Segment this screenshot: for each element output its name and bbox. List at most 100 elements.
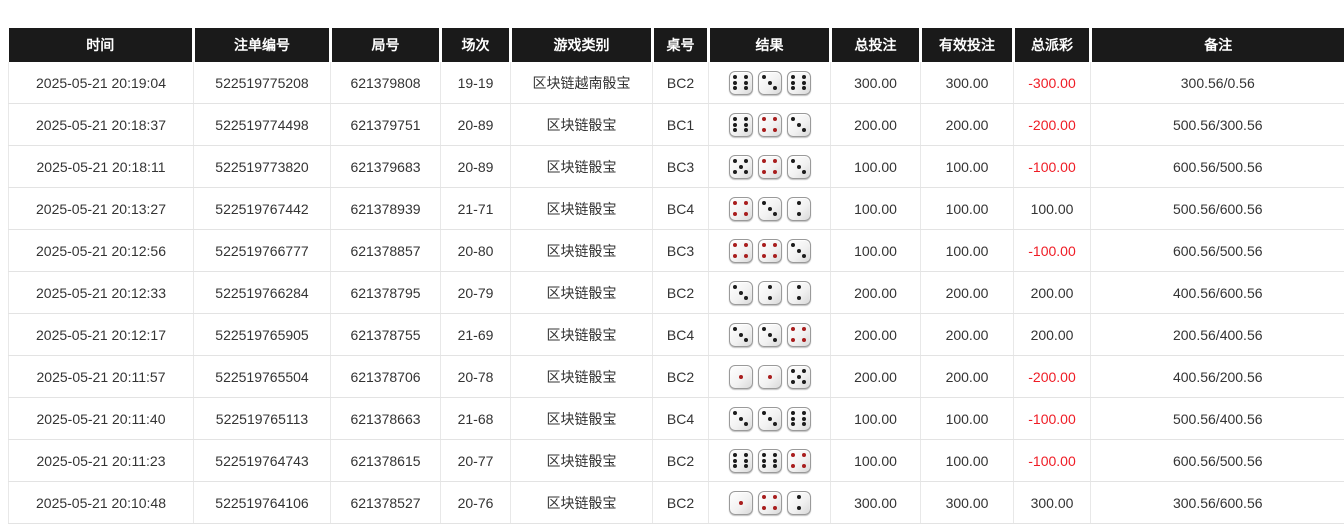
cell-session: 21-68 bbox=[441, 398, 511, 440]
die-6-icon bbox=[729, 449, 753, 473]
cell-remark: 600.56/500.56 bbox=[1091, 440, 1344, 482]
cell-table_no: BC4 bbox=[653, 314, 709, 356]
cell-remark: 500.56/400.56 bbox=[1091, 398, 1344, 440]
cell-game_type: 区块链骰宝 bbox=[511, 398, 653, 440]
cell-remark: 300.56/0.56 bbox=[1091, 62, 1344, 104]
cell-session: 20-89 bbox=[441, 104, 511, 146]
cell-time: 2025-05-21 20:11:57 bbox=[9, 356, 194, 398]
payout-value: -200.00 bbox=[1028, 369, 1075, 385]
cell-round_id: 621378663 bbox=[331, 398, 441, 440]
cell-table_no: BC2 bbox=[653, 62, 709, 104]
column-header-remark: 备注 bbox=[1091, 28, 1344, 62]
cell-time: 2025-05-21 20:18:37 bbox=[9, 104, 194, 146]
cell-total_bet[interactable]: 100.00 bbox=[831, 146, 921, 188]
payout-value: -100.00 bbox=[1028, 411, 1075, 427]
cell-round_id: 621378706 bbox=[331, 356, 441, 398]
column-header-valid_bet: 有效投注 bbox=[921, 28, 1014, 62]
cell-result bbox=[709, 314, 831, 356]
payout-value: 200.00 bbox=[1031, 327, 1074, 343]
cell-valid_bet: 100.00 bbox=[921, 398, 1014, 440]
cell-valid_bet: 200.00 bbox=[921, 314, 1014, 356]
cell-session: 21-69 bbox=[441, 314, 511, 356]
cell-bet_id: 522519764106 bbox=[194, 482, 331, 524]
die-3-icon bbox=[758, 197, 782, 221]
dice-result bbox=[713, 155, 826, 179]
cell-session: 20-89 bbox=[441, 146, 511, 188]
cell-payout: -100.00 bbox=[1014, 398, 1091, 440]
column-header-payout: 总派彩 bbox=[1014, 28, 1091, 62]
cell-total_bet[interactable]: 100.00 bbox=[831, 440, 921, 482]
cell-result bbox=[709, 188, 831, 230]
cell-result bbox=[709, 356, 831, 398]
cell-game_type: 区块链骰宝 bbox=[511, 272, 653, 314]
die-4-icon bbox=[758, 155, 782, 179]
cell-valid_bet: 200.00 bbox=[921, 104, 1014, 146]
die-6-icon bbox=[729, 113, 753, 137]
cell-result bbox=[709, 482, 831, 524]
die-3-icon bbox=[787, 155, 811, 179]
cell-round_id: 621378795 bbox=[331, 272, 441, 314]
cell-remark: 400.56/200.56 bbox=[1091, 356, 1344, 398]
payout-value: 100.00 bbox=[1031, 201, 1074, 217]
cell-remark: 200.56/400.56 bbox=[1091, 314, 1344, 356]
payout-value: 300.00 bbox=[1031, 495, 1074, 511]
cell-bet_id: 522519774498 bbox=[194, 104, 331, 146]
cell-bet_id: 522519765504 bbox=[194, 356, 331, 398]
cell-bet_id: 522519765905 bbox=[194, 314, 331, 356]
cell-result bbox=[709, 398, 831, 440]
cell-result bbox=[709, 104, 831, 146]
payout-value: -200.00 bbox=[1028, 117, 1075, 133]
cell-payout: -300.00 bbox=[1014, 62, 1091, 104]
dice-result bbox=[713, 491, 826, 515]
dice-result bbox=[713, 281, 826, 305]
cell-total_bet[interactable]: 200.00 bbox=[831, 104, 921, 146]
cell-game_type: 区块链骰宝 bbox=[511, 356, 653, 398]
die-1-icon bbox=[729, 491, 753, 515]
die-1-icon bbox=[758, 365, 782, 389]
die-4-icon bbox=[758, 491, 782, 515]
die-4-icon bbox=[787, 323, 811, 347]
cell-session: 21-71 bbox=[441, 188, 511, 230]
cell-total_bet[interactable]: 200.00 bbox=[831, 272, 921, 314]
cell-remark: 300.56/600.56 bbox=[1091, 482, 1344, 524]
cell-round_id: 621379808 bbox=[331, 62, 441, 104]
payout-value: -100.00 bbox=[1028, 159, 1075, 175]
cell-bet_id: 522519775208 bbox=[194, 62, 331, 104]
payout-value: 200.00 bbox=[1031, 285, 1074, 301]
cell-remark: 600.56/500.56 bbox=[1091, 230, 1344, 272]
cell-total_bet[interactable]: 100.00 bbox=[831, 230, 921, 272]
payout-value: -100.00 bbox=[1028, 453, 1075, 469]
cell-total_bet[interactable]: 300.00 bbox=[831, 482, 921, 524]
die-3-icon bbox=[758, 407, 782, 431]
cell-round_id: 621378615 bbox=[331, 440, 441, 482]
column-header-result: 结果 bbox=[709, 28, 831, 62]
cell-remark: 500.56/300.56 bbox=[1091, 104, 1344, 146]
die-5-icon bbox=[787, 365, 811, 389]
cell-total_bet[interactable]: 100.00 bbox=[831, 398, 921, 440]
cell-total_bet[interactable]: 200.00 bbox=[831, 314, 921, 356]
cell-valid_bet: 100.00 bbox=[921, 146, 1014, 188]
cell-total_bet[interactable]: 200.00 bbox=[831, 356, 921, 398]
cell-total_bet[interactable]: 300.00 bbox=[831, 62, 921, 104]
column-header-table_no: 桌号 bbox=[653, 28, 709, 62]
cell-table_no: BC1 bbox=[653, 104, 709, 146]
column-header-game_type: 游戏类别 bbox=[511, 28, 653, 62]
die-4-icon bbox=[729, 197, 753, 221]
cell-payout: -200.00 bbox=[1014, 104, 1091, 146]
cell-game_type: 区块链骰宝 bbox=[511, 146, 653, 188]
column-header-bet_id: 注单编号 bbox=[194, 28, 331, 62]
cell-valid_bet: 100.00 bbox=[921, 188, 1014, 230]
die-6-icon bbox=[787, 407, 811, 431]
cell-round_id: 621378857 bbox=[331, 230, 441, 272]
die-6-icon bbox=[729, 71, 753, 95]
cell-total_bet[interactable]: 100.00 bbox=[831, 188, 921, 230]
cell-valid_bet: 300.00 bbox=[921, 482, 1014, 524]
payout-value: -100.00 bbox=[1028, 243, 1075, 259]
cell-session: 20-78 bbox=[441, 356, 511, 398]
